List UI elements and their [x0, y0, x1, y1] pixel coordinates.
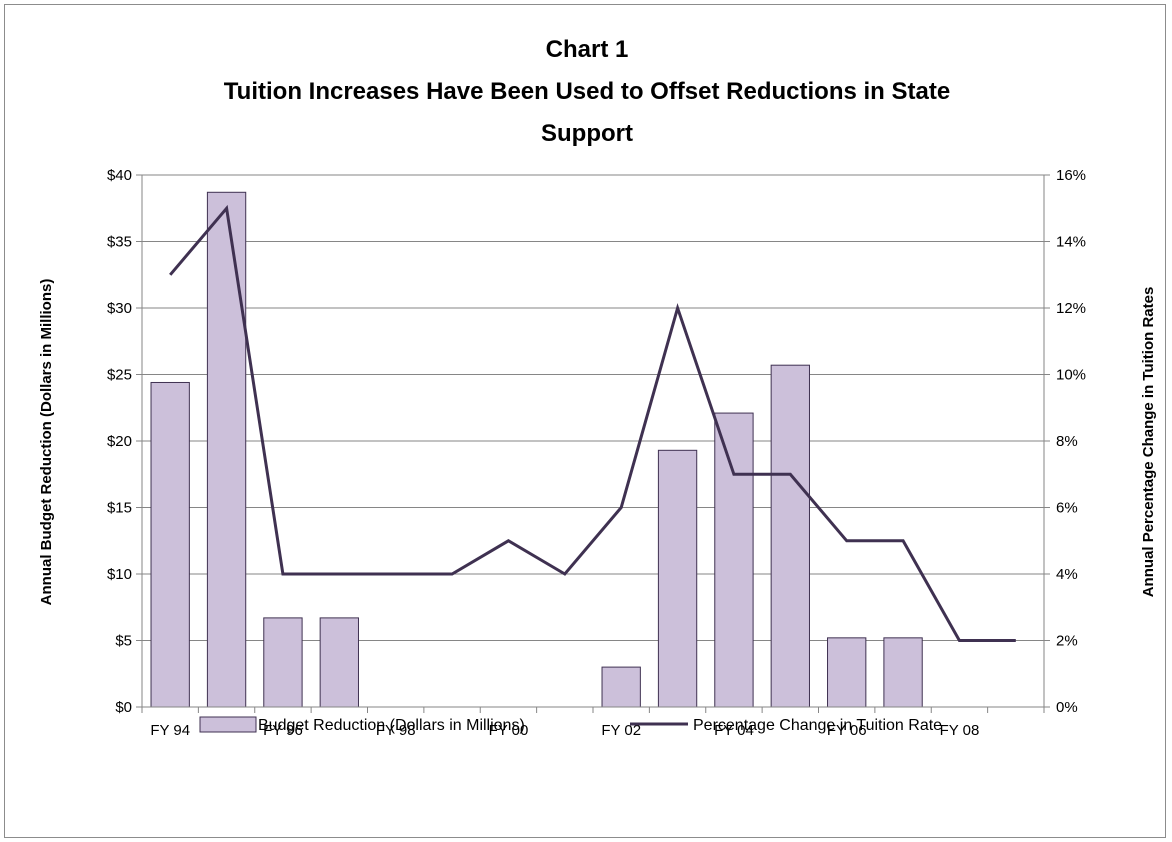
y-axis-right-ticks: 0% 2% 4% 6% 8% 10% 12% 14% 16%	[1056, 167, 1086, 716]
x-axis-tick-label: FY 02	[601, 722, 641, 739]
chart-title-line-1: Chart 1	[546, 36, 629, 63]
bar	[601, 666, 641, 708]
bar	[206, 191, 247, 708]
y-axis-right-tick-label: 12%	[1056, 300, 1086, 317]
bar	[883, 637, 923, 708]
legend-label-budget-reduction: Budget Reduction (Dollars in Millions)	[258, 717, 525, 734]
y-axis-left-tick-label: $35	[107, 234, 132, 251]
x-axis-tick-label: FY 08	[940, 722, 980, 739]
y-axis-left-tick-label: $20	[107, 433, 132, 450]
y-axis-right-tick-label: 8%	[1056, 433, 1078, 450]
x-axis-tick-label: FY 00	[489, 722, 529, 739]
y-axis-right-tick-label: 14%	[1056, 234, 1086, 251]
bar-series	[150, 191, 923, 708]
gridlines	[142, 174, 1044, 641]
x-axis-tick-label: FY 06	[827, 722, 867, 739]
series-line	[169, 204, 1016, 642]
chart-frame: Chart 1 Tuition Increases Have Been Used…	[4, 4, 1166, 838]
y-axis-left-title: Annual Budget Reduction (Dollars in Mill…	[38, 279, 55, 606]
y-axis-left-tick-label: $40	[107, 167, 132, 184]
bar	[263, 617, 303, 708]
y-axis-left-ticks: $0 $5 $10 $15 $20 $25 $30 $35 $40	[107, 167, 132, 716]
bar	[827, 637, 867, 708]
legend-swatch-budget-reduction	[199, 716, 257, 733]
legend-label-tuition-rate: Percentage Change in Tuition Rate	[693, 717, 942, 734]
x-axis-tick-label: FY 04	[714, 722, 754, 739]
x-axis-tick-label: FY 96	[263, 722, 303, 739]
chart-title-line-3: Support	[541, 120, 633, 147]
y-axis-right-tick-label: 6%	[1056, 500, 1078, 517]
line-series	[169, 204, 1016, 642]
x-axis-tick-label: FY 98	[376, 722, 416, 739]
x-axis-ticks: FY 94 FY 96 FY 98 FY 00 FY 02 FY 04 FY 06 FY 08	[150, 722, 979, 739]
y-axis-left-tick-label: $0	[115, 699, 132, 716]
chart-svg: Chart 1 Tuition Increases Have Been Used…	[38, 36, 1157, 739]
y-axis-right-tick-label: 10%	[1056, 367, 1086, 384]
y-axis-right-title: Annual Percentage Change in Tuition Rate…	[1140, 287, 1157, 598]
legend: Budget Reduction (Dollars in Millions) P…	[199, 716, 942, 734]
bar	[150, 381, 190, 708]
y-axis-right-tick-label: 2%	[1056, 633, 1078, 650]
bar	[319, 617, 359, 708]
bar	[714, 412, 754, 708]
y-axis-left-tick-label: $10	[107, 566, 132, 583]
bar	[657, 449, 698, 708]
y-axis-left-tick-label: $5	[115, 633, 132, 650]
y-axis-right-tick-label: 16%	[1056, 167, 1086, 184]
y-axis-left-tick-label: $30	[107, 300, 132, 317]
axes	[136, 174, 1050, 713]
y-axis-left-tick-label: $25	[107, 367, 132, 384]
y-axis-right-tick-label: 4%	[1056, 566, 1078, 583]
x-axis-tick-label: FY 94	[150, 722, 190, 739]
bar	[770, 364, 810, 708]
y-axis-left-tick-label: $15	[107, 500, 132, 517]
y-axis-right-tick-label: 0%	[1056, 699, 1078, 716]
chart-title-line-2: Tuition Increases Have Been Used to Offs…	[224, 78, 950, 105]
